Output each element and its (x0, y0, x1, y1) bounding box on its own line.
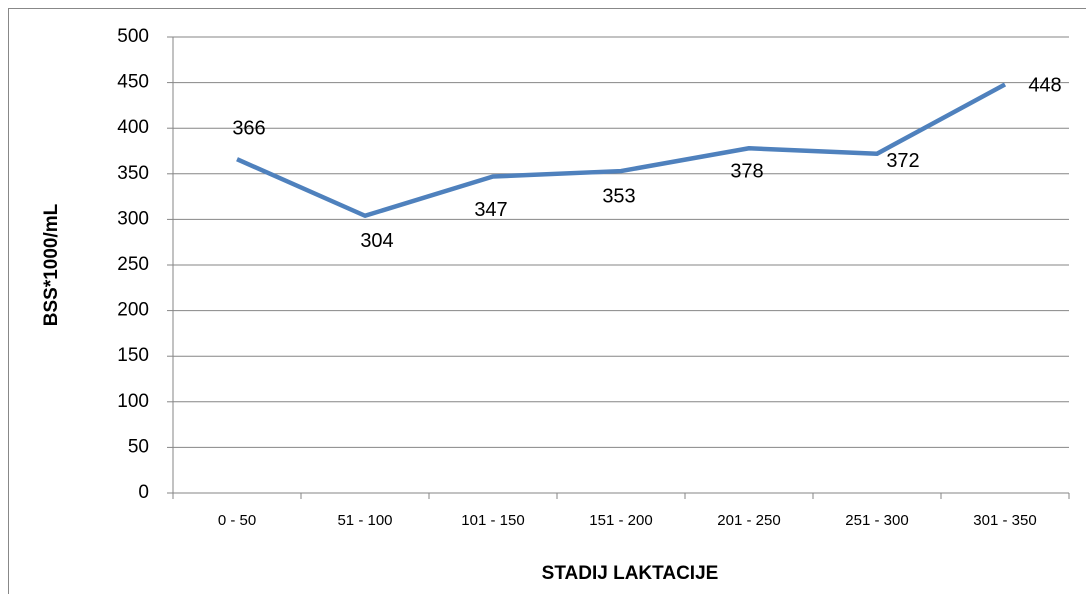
y-tick-label: 150 (117, 345, 149, 366)
data-label: 353 (602, 185, 635, 207)
data-label: 378 (730, 161, 763, 183)
y-tick-label: 400 (117, 117, 149, 138)
y-tick-label: 450 (117, 72, 149, 93)
data-label: 347 (474, 199, 507, 221)
x-tick-label: 301 - 350 (973, 512, 1036, 529)
x-tick-label: 0 - 50 (218, 512, 256, 529)
x-axis-title: STADIJ LAKTACIJE (542, 563, 719, 584)
y-tick-label: 100 (117, 391, 149, 412)
x-tick-label: 151 - 200 (589, 512, 652, 529)
data-label: 448 (1028, 75, 1061, 97)
chart-border (8, 8, 1086, 594)
y-tick-label: 300 (117, 208, 149, 229)
x-tick-label: 251 - 300 (845, 512, 908, 529)
line-series (236, 82, 1007, 219)
x-tick-label: 51 - 100 (337, 512, 392, 529)
y-tick-label: 250 (117, 254, 149, 275)
y-tick-label: 0 (138, 482, 149, 503)
data-label: 304 (360, 230, 393, 252)
data-label: 366 (232, 117, 265, 139)
y-tick-label: 50 (128, 436, 149, 457)
x-tick-label: 201 - 250 (717, 512, 780, 529)
x-tick-label: 101 - 150 (461, 512, 524, 529)
y-tick-label: 200 (117, 300, 149, 321)
data-label: 372 (886, 150, 919, 172)
y-tick-label: 500 (117, 26, 149, 47)
y-axis-title: BSS*1000/mL (41, 203, 62, 326)
y-tick-label: 350 (117, 163, 149, 184)
